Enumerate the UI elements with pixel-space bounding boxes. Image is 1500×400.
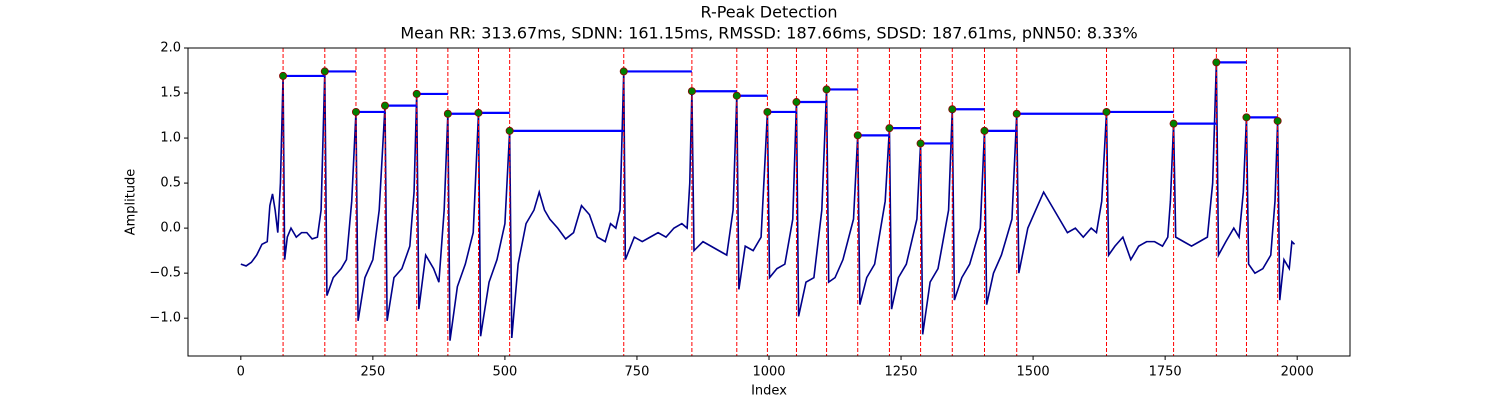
r-peak [1169, 119, 1178, 128]
r-peak [1242, 113, 1251, 122]
x-tick-label: 500 [492, 365, 517, 380]
y-tick-label: 1.0 [160, 131, 181, 146]
y-tick-label: 1.5 [160, 86, 181, 101]
y-tick-label: 0.0 [160, 221, 181, 236]
r-peak [279, 71, 288, 80]
r-peak [687, 87, 696, 96]
plot-frame [187, 47, 1351, 357]
x-tick-label: 0 [237, 365, 245, 380]
r-peak [320, 67, 329, 76]
r-peak [1212, 58, 1221, 67]
r-peak [443, 109, 452, 118]
signal-line [240, 62, 1296, 341]
r-peak [474, 108, 483, 117]
x-tick-label: 1250 [884, 365, 917, 380]
x-tick-label: 250 [360, 365, 385, 380]
y-axis-label: Amplitude [124, 169, 139, 236]
x-tick-label: 1500 [1017, 365, 1050, 380]
y-tick-label: 0.5 [160, 176, 181, 191]
r-peak [792, 98, 801, 107]
x-tick-label: 2000 [1281, 365, 1314, 380]
y-tick-label: −1.0 [149, 311, 181, 326]
r-peak [916, 139, 925, 148]
r-peak [619, 67, 628, 76]
x-tick-label: 1000 [752, 365, 785, 380]
x-tick-label: 1750 [1149, 365, 1182, 380]
r-peak [351, 107, 360, 116]
r-peak [381, 101, 390, 110]
x-tick-label: 750 [625, 365, 650, 380]
r-peak [1012, 109, 1021, 118]
r-peak [505, 126, 514, 135]
r-peak [948, 105, 957, 114]
r-peak [822, 85, 831, 94]
r-peak [732, 91, 741, 100]
y-tick-label: 2.0 [160, 41, 181, 56]
r-peak [1273, 116, 1282, 125]
x-axis-label: Index [751, 384, 787, 399]
r-peak [980, 126, 989, 135]
r-peak [412, 89, 421, 98]
y-tick-label: −0.5 [149, 266, 181, 281]
r-peak [853, 131, 862, 140]
chart-subtitle: Mean RR: 313.67ms, SDNN: 161.15ms, RMSSD… [400, 24, 1137, 43]
chart-title: R-Peak Detection [700, 3, 837, 22]
r-peak [1102, 107, 1111, 116]
r-peak [885, 124, 894, 133]
r-peak [763, 107, 772, 116]
